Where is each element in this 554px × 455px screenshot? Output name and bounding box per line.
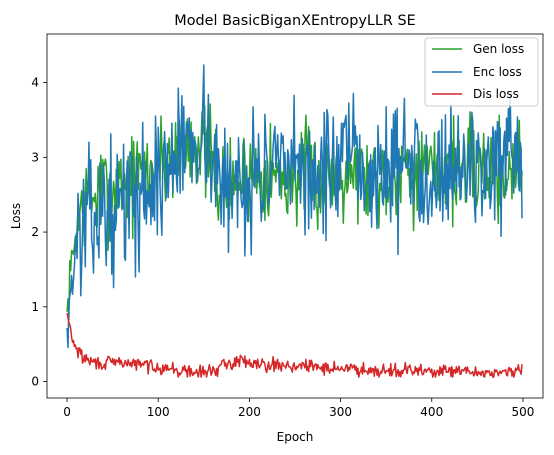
legend: Gen loss Enc loss Dis loss bbox=[424, 37, 539, 107]
x-tick-label: 100 bbox=[147, 405, 170, 419]
y-tick-label: 0 bbox=[31, 375, 39, 389]
legend-label-dis: Dis loss bbox=[473, 87, 519, 101]
legend-box bbox=[424, 37, 539, 107]
y-axis-title: Loss bbox=[9, 203, 23, 229]
plot-frame bbox=[46, 33, 544, 399]
y-tick-label: 2 bbox=[31, 225, 39, 239]
x-axis: 0 100 200 300 400 500 bbox=[63, 398, 534, 419]
x-tick-label: 400 bbox=[420, 405, 443, 419]
y-tick-label: 3 bbox=[31, 150, 39, 164]
legend-label-enc: Enc loss bbox=[473, 65, 522, 79]
y-tick-label: 4 bbox=[31, 76, 39, 90]
chart-title: Model BasicBiganXEntropyLLR SE bbox=[174, 13, 415, 29]
legend-label-gen: Gen loss bbox=[473, 42, 524, 56]
x-tick-label: 200 bbox=[238, 405, 261, 419]
y-axis: 0 1 2 3 4 bbox=[31, 76, 47, 389]
x-axis-title: Epoch bbox=[277, 430, 314, 444]
series-line-dis-loss bbox=[66, 313, 523, 378]
y-tick-label: 1 bbox=[31, 300, 39, 314]
series-line-enc-loss bbox=[66, 64, 523, 349]
x-tick-label: 500 bbox=[511, 405, 534, 419]
x-tick-label: 300 bbox=[329, 405, 352, 419]
series-layer bbox=[66, 64, 523, 378]
x-tick-label: 0 bbox=[63, 405, 71, 419]
